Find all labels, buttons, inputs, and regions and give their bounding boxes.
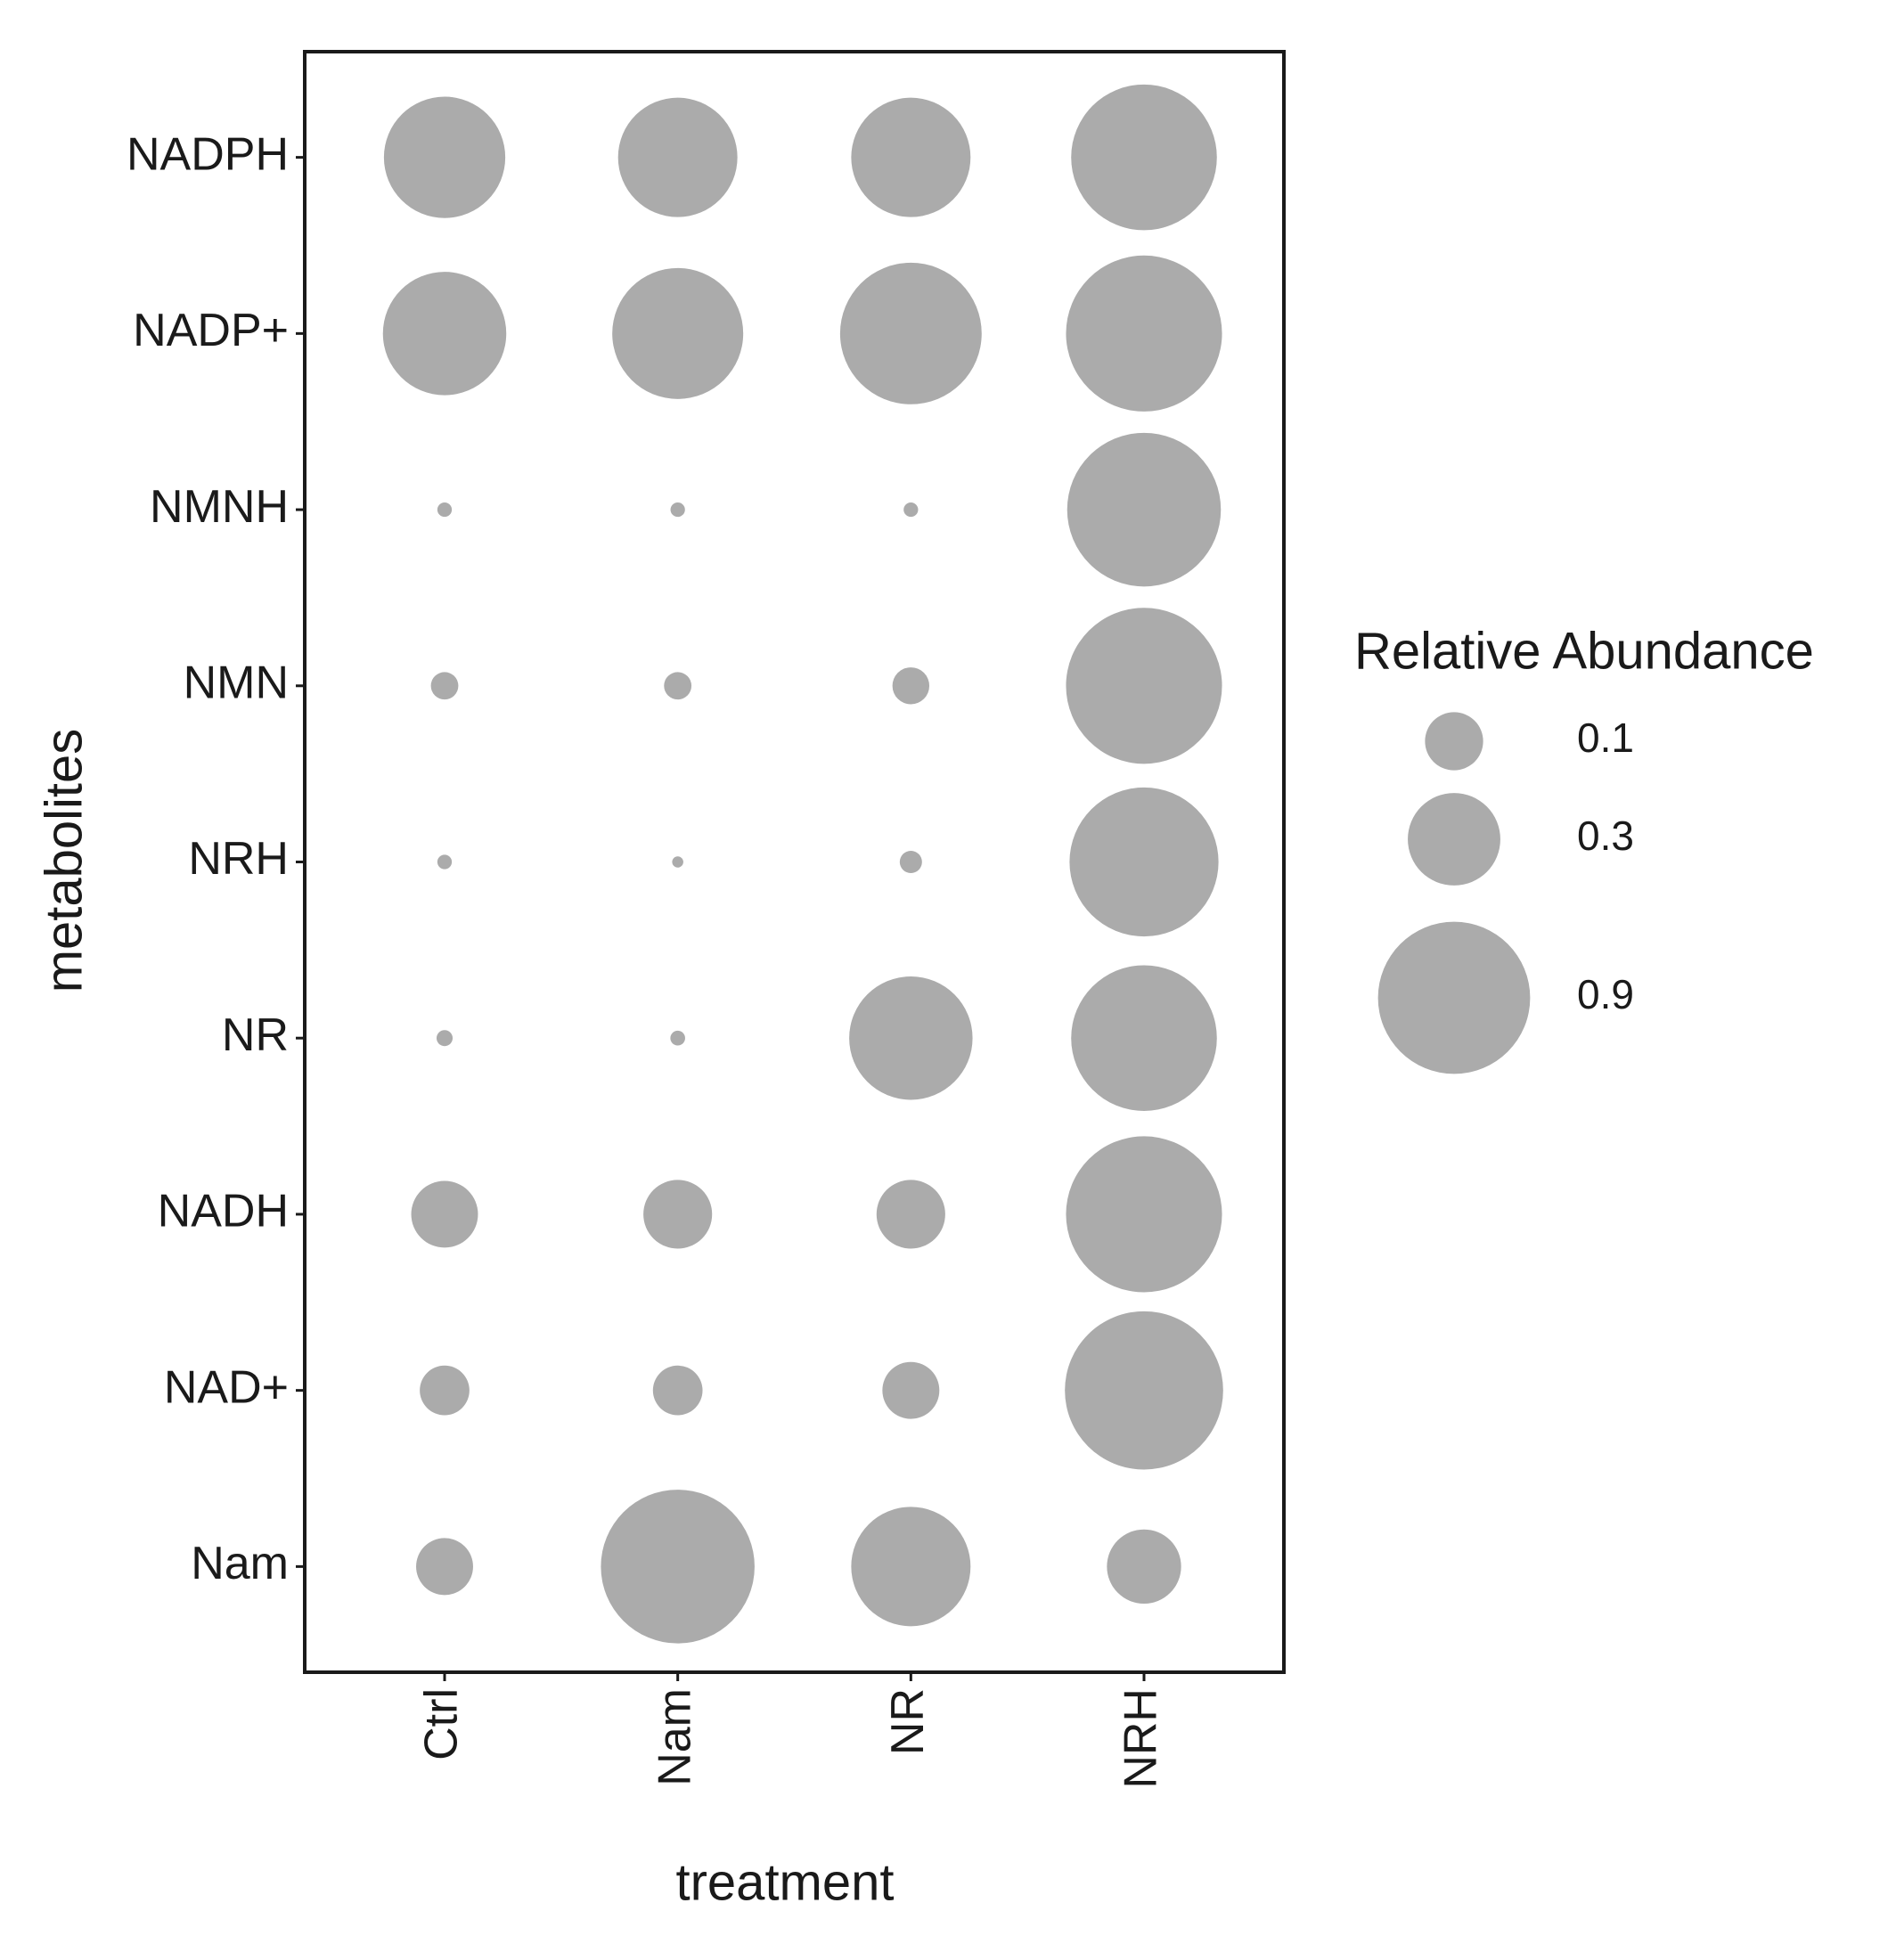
- bubble: [437, 502, 453, 518]
- y-tick-label: NADPH: [127, 128, 289, 180]
- bubble: [851, 97, 971, 217]
- bubble: [672, 856, 683, 868]
- y-tick-label: NADP+: [133, 305, 289, 356]
- y-tick-label: Nam: [191, 1538, 289, 1589]
- bubble: [382, 272, 507, 396]
- bubble: [383, 96, 506, 218]
- bubble: [416, 1538, 473, 1596]
- bubble: [612, 267, 744, 399]
- legend-key: [1377, 921, 1531, 1074]
- bubble: [903, 502, 919, 518]
- y-tick-label: NMN: [184, 657, 289, 709]
- y-tick-label: NAD+: [164, 1361, 289, 1413]
- legend-label: 0.9: [1577, 971, 1634, 1017]
- legend-title: Relative Abundance: [1354, 622, 1814, 680]
- y-tick-label: NR: [222, 1009, 289, 1061]
- bubble: [876, 1180, 945, 1249]
- bubble: [436, 1030, 454, 1047]
- legend-label: 0.1: [1577, 715, 1634, 761]
- bubble: [1107, 1529, 1181, 1605]
- legend-key: [1408, 793, 1500, 886]
- bubble: [882, 1361, 940, 1419]
- bubble: [892, 667, 930, 705]
- y-axis-title: metabolites: [35, 729, 93, 993]
- y-tick-label: NRH: [188, 833, 289, 885]
- y-tick-label: NADH: [158, 1186, 289, 1237]
- bubble: [411, 1180, 478, 1248]
- bubble: [670, 1030, 685, 1046]
- bubble: [420, 1365, 470, 1416]
- x-axis-title: treatment: [676, 1853, 895, 1911]
- bubble: [839, 262, 982, 404]
- x-tick-label: NR: [882, 1688, 934, 1755]
- bubble: [1066, 255, 1222, 412]
- bubble: [601, 1490, 755, 1644]
- x-tick-label: Ctrl: [416, 1688, 468, 1760]
- bubble: [1071, 965, 1217, 1111]
- bubble: [1071, 84, 1217, 231]
- bubble: [652, 1365, 703, 1416]
- bubble: [1069, 787, 1219, 937]
- bubble: [437, 854, 453, 870]
- bubble: [1066, 432, 1222, 587]
- bubble: [899, 851, 922, 873]
- x-tick-label: Nam: [649, 1688, 700, 1786]
- bubble: [670, 502, 685, 518]
- bubble: [1065, 1311, 1223, 1470]
- bubble: [617, 97, 738, 217]
- y-tick-label: NMNH: [150, 481, 289, 533]
- legend-label: 0.3: [1577, 813, 1634, 859]
- bubble: [1066, 608, 1222, 764]
- bubble: [664, 672, 692, 700]
- bubble: [430, 672, 459, 700]
- bubble: [849, 976, 973, 1100]
- bubble: [1066, 1136, 1222, 1293]
- x-tick-label: NRH: [1116, 1688, 1167, 1789]
- bubble: [851, 1507, 971, 1627]
- bubble: [643, 1180, 713, 1249]
- legend-key: [1425, 712, 1483, 771]
